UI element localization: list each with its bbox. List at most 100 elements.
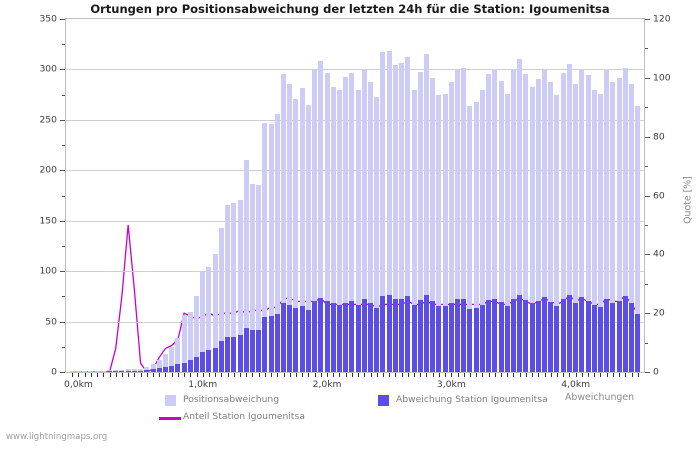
bar-abweichung-station xyxy=(548,302,554,372)
y-tick-label: 150 xyxy=(39,215,57,227)
bar-positionsabweichung xyxy=(579,69,585,372)
bar-abweichung-station xyxy=(448,303,454,372)
y2-tickmark xyxy=(645,254,650,256)
bar-positionsabweichung xyxy=(635,105,641,372)
x-tickmark xyxy=(575,373,577,377)
bar-positionsabweichung xyxy=(604,69,610,372)
bar-positionsabweichung xyxy=(225,204,231,372)
bar-abweichung-station xyxy=(597,307,603,372)
x-tickmark xyxy=(215,373,217,377)
x-tickmark xyxy=(233,373,235,377)
bar-positionsabweichung xyxy=(535,78,541,372)
x-tickmark xyxy=(432,373,434,377)
x-tickmark xyxy=(612,373,614,377)
x-tickmark xyxy=(295,373,297,377)
bar-positionsabweichung xyxy=(554,94,560,372)
y2-tickmark xyxy=(645,136,650,138)
bar-positionsabweichung xyxy=(336,89,342,372)
x-tickmark xyxy=(544,373,546,377)
bar-positionsabweichung xyxy=(187,311,193,372)
bar-abweichung-station xyxy=(604,299,610,372)
x-tick-label: 2,0km xyxy=(312,379,342,390)
bar-positionsabweichung xyxy=(156,359,162,372)
y2-tickmark xyxy=(645,342,648,344)
x-tickmark xyxy=(513,373,515,377)
y-tickmark xyxy=(60,220,65,222)
bar-abweichung-station xyxy=(318,298,324,372)
y-tickmark xyxy=(62,296,65,298)
y2-tickmark xyxy=(645,195,650,197)
bar-abweichung-station xyxy=(343,303,349,372)
legend-label: Abweichung Station Igoumenitsa xyxy=(396,394,548,405)
bar-abweichung-station xyxy=(411,305,417,372)
x-tickmark xyxy=(438,373,440,377)
bar-abweichung-station xyxy=(374,308,380,372)
y-tick-label: 50 xyxy=(45,316,57,328)
bar-positionsabweichung xyxy=(436,94,442,372)
bar-positionsabweichung xyxy=(629,83,635,372)
bar-positionsabweichung xyxy=(368,81,374,372)
bar-abweichung-station xyxy=(113,371,119,372)
bar-positionsabweichung xyxy=(616,77,622,372)
bar-abweichung-station xyxy=(399,299,405,372)
bar-abweichung-station xyxy=(212,347,218,372)
x-tickmark xyxy=(327,373,329,377)
x-tickmark xyxy=(264,373,266,377)
bar-positionsabweichung xyxy=(138,368,144,372)
gridline xyxy=(66,69,644,71)
bar-abweichung-station xyxy=(107,371,112,372)
bar-positionsabweichung xyxy=(585,75,591,372)
bar-positionsabweichung xyxy=(324,73,330,372)
bar-abweichung-station xyxy=(249,329,255,372)
bar-abweichung-station xyxy=(529,303,535,372)
x-tickmark xyxy=(271,373,273,377)
bar-positionsabweichung xyxy=(610,81,616,372)
legend-swatch xyxy=(378,395,389,406)
x-tickmark xyxy=(128,373,130,377)
bar-positionsabweichung xyxy=(69,371,75,372)
x-tickmark xyxy=(507,373,509,377)
y-tickmark xyxy=(60,69,65,71)
y2-tickmark xyxy=(645,372,650,373)
bar-abweichung-station xyxy=(131,371,137,372)
y-tick-label: 100 xyxy=(39,265,57,277)
bar-positionsabweichung xyxy=(274,113,280,372)
x-tickmark xyxy=(97,373,99,377)
bar-positionsabweichung xyxy=(262,122,268,372)
bar-abweichung-station xyxy=(492,299,498,372)
legend-line-marker xyxy=(159,417,181,420)
bar-abweichung-station xyxy=(330,303,336,372)
bar-abweichung-station xyxy=(498,302,504,372)
x-tickmark xyxy=(482,373,484,377)
bar-abweichung-station xyxy=(305,310,311,372)
y2-tick-label: 120 xyxy=(653,13,671,25)
x-tickmark xyxy=(476,373,478,377)
bar-positionsabweichung xyxy=(517,59,523,372)
y-tickmark xyxy=(60,19,65,20)
y-tickmark xyxy=(60,119,65,121)
bar-abweichung-station xyxy=(225,336,231,372)
bar-positionsabweichung xyxy=(237,199,243,372)
legend-label: Anteil Station Igoumenitsa xyxy=(183,411,305,422)
y-tickmark xyxy=(62,44,65,46)
bar-positionsabweichung xyxy=(386,51,392,372)
x-tickmark xyxy=(494,373,496,377)
x-tickmark xyxy=(84,373,86,377)
bar-abweichung-station xyxy=(510,299,516,372)
bar-positionsabweichung xyxy=(181,314,187,372)
bar-positionsabweichung xyxy=(486,74,492,372)
x-tickmark xyxy=(153,373,154,377)
bar-abweichung-station xyxy=(119,371,125,372)
x-tickmark xyxy=(308,373,310,377)
bar-abweichung-station xyxy=(629,303,635,372)
bar-abweichung-station xyxy=(181,362,187,372)
watermark: www.lightningmaps.org xyxy=(6,432,108,442)
x-tickmark xyxy=(600,373,602,377)
bar-positionsabweichung xyxy=(430,77,436,372)
bar-abweichung-station xyxy=(125,371,131,372)
x-tickmark xyxy=(370,373,372,377)
x-tickmark xyxy=(314,373,316,377)
bar-positionsabweichung xyxy=(144,366,150,372)
bar-positionsabweichung xyxy=(455,69,461,372)
